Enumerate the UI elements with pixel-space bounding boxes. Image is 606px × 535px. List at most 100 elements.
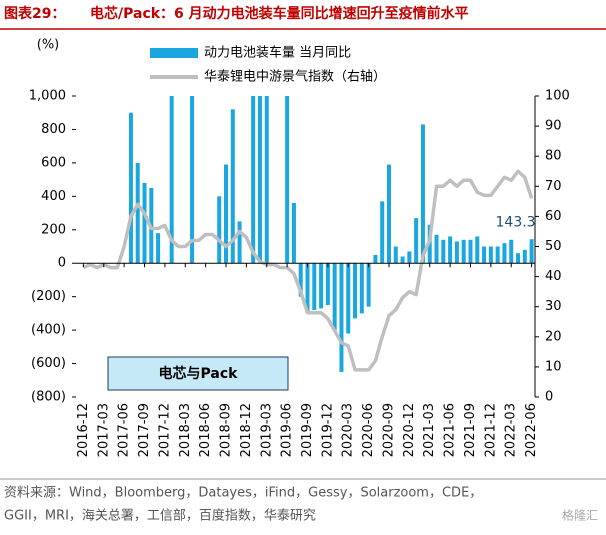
x-tick-label: 2021-09 — [463, 403, 478, 457]
y-tick-label: (200) — [31, 289, 66, 304]
x-tick-label: 2020-09 — [381, 403, 396, 457]
watermark: 格隆汇 — [562, 508, 598, 523]
bar — [230, 109, 235, 264]
bar — [346, 263, 351, 334]
bar — [339, 263, 344, 372]
bar — [380, 201, 385, 264]
bar — [366, 263, 371, 307]
bar — [461, 239, 466, 264]
y2-tick-label: 80 — [545, 149, 562, 164]
bar — [319, 263, 324, 309]
x-tick-label: 2019-09 — [300, 403, 315, 457]
bar — [420, 124, 425, 264]
bar — [400, 256, 405, 264]
y-tick-label: (400) — [31, 323, 66, 338]
chart-title: 电芯/Pack：6 月动力电池装车量同比增速回升至疫情前水平 — [90, 5, 469, 22]
y2-tick-label: 30 — [545, 299, 562, 314]
bar — [135, 162, 140, 264]
x-tick-label: 2016-12 — [76, 403, 91, 457]
y2-tick-label: 20 — [545, 329, 562, 344]
source: 资料来源：Wind，Bloomberg，Datayes，iFind，Gessy，… — [4, 486, 482, 501]
bar — [516, 253, 521, 264]
x-tick-label: 2018-06 — [198, 403, 213, 457]
x-tick-label: 2019-06 — [280, 403, 295, 457]
y-tick-label: 400 — [41, 189, 66, 204]
x-tick-label: 2021-03 — [422, 403, 437, 457]
bar — [448, 236, 453, 264]
bar — [291, 203, 296, 264]
x-tick-label: 2017-06 — [117, 403, 132, 457]
bar — [353, 263, 358, 319]
y2-tick-label: 10 — [545, 359, 562, 374]
bar — [407, 251, 412, 264]
bar — [142, 182, 147, 264]
x-tick-label: 2022-03 — [504, 403, 519, 457]
bar — [441, 239, 446, 264]
y2-tick-label: 50 — [545, 239, 562, 254]
bar — [502, 243, 507, 264]
bar — [264, 96, 269, 264]
bar — [393, 246, 398, 264]
y-tick-label: 800 — [41, 122, 66, 137]
source: GGII，MRI，海关总署，工信部，百度指数，华泰研究 — [4, 508, 316, 524]
y-tick-label: 600 — [41, 155, 66, 170]
x-tick-label: 2018-03 — [178, 403, 193, 457]
x-tick-label: 2019-03 — [259, 403, 274, 457]
x-tick-label: 2018-09 — [219, 403, 234, 457]
y-tick-label: 200 — [41, 222, 66, 237]
bar — [257, 96, 262, 264]
x-tick-label: 2017-03 — [96, 403, 111, 457]
line — [82, 169, 534, 372]
y2-tick-label: 0 — [545, 390, 553, 405]
x-tick-label: 2021-12 — [483, 403, 498, 457]
bar — [386, 164, 391, 264]
bar — [237, 221, 242, 264]
x-tick-label: 2017-12 — [157, 403, 172, 457]
legend-label: 动力电池装车量 当月同比 — [204, 45, 351, 61]
bar — [529, 239, 534, 264]
bar — [312, 263, 317, 311]
bar — [373, 254, 378, 264]
bar — [305, 263, 310, 314]
bar — [251, 96, 256, 264]
bar — [217, 196, 222, 264]
bar — [190, 96, 195, 264]
legend-label: 华泰锂电中游景气指数（右轴） — [204, 69, 386, 85]
bar — [434, 234, 439, 264]
bar — [454, 241, 459, 264]
annotation-box — [107, 356, 289, 391]
bar — [359, 263, 364, 314]
y2-tick-label: 100 — [545, 89, 570, 104]
x-tick-label: 2017-09 — [137, 403, 152, 457]
y-tick-label: (600) — [31, 356, 66, 371]
bar — [224, 164, 229, 264]
bar — [475, 236, 480, 264]
bar — [488, 246, 493, 264]
bar — [482, 246, 487, 264]
x-tick-label: 2020-03 — [341, 403, 356, 457]
bar — [298, 263, 303, 297]
bar — [414, 218, 419, 264]
y-tick-label: 0 — [58, 256, 66, 271]
x-tick-label: 2019-12 — [320, 403, 335, 457]
y2-tick-label: 40 — [545, 269, 562, 284]
bar — [325, 263, 330, 306]
y2-tick-label: 90 — [545, 119, 562, 134]
x-tick-label: 2018-12 — [239, 403, 254, 457]
bar — [522, 249, 527, 264]
bar — [332, 263, 337, 331]
bar — [285, 96, 290, 264]
y2-tick-label: 60 — [545, 209, 562, 224]
bar — [156, 233, 161, 264]
y-tick-label: (800) — [31, 390, 66, 405]
x-tick-label: 2021-06 — [443, 403, 458, 457]
data-label: 143.3 — [496, 214, 536, 230]
x-tick-label: 2022-06 — [524, 403, 539, 457]
y-unit: (%) — [37, 38, 60, 53]
x-tick-label: 2020-06 — [361, 403, 376, 457]
annotation: 电芯与Pack — [159, 365, 239, 382]
figure-label: 图表29： — [4, 5, 65, 22]
bar — [169, 96, 174, 264]
y-tick-label: 1,000 — [29, 89, 66, 104]
